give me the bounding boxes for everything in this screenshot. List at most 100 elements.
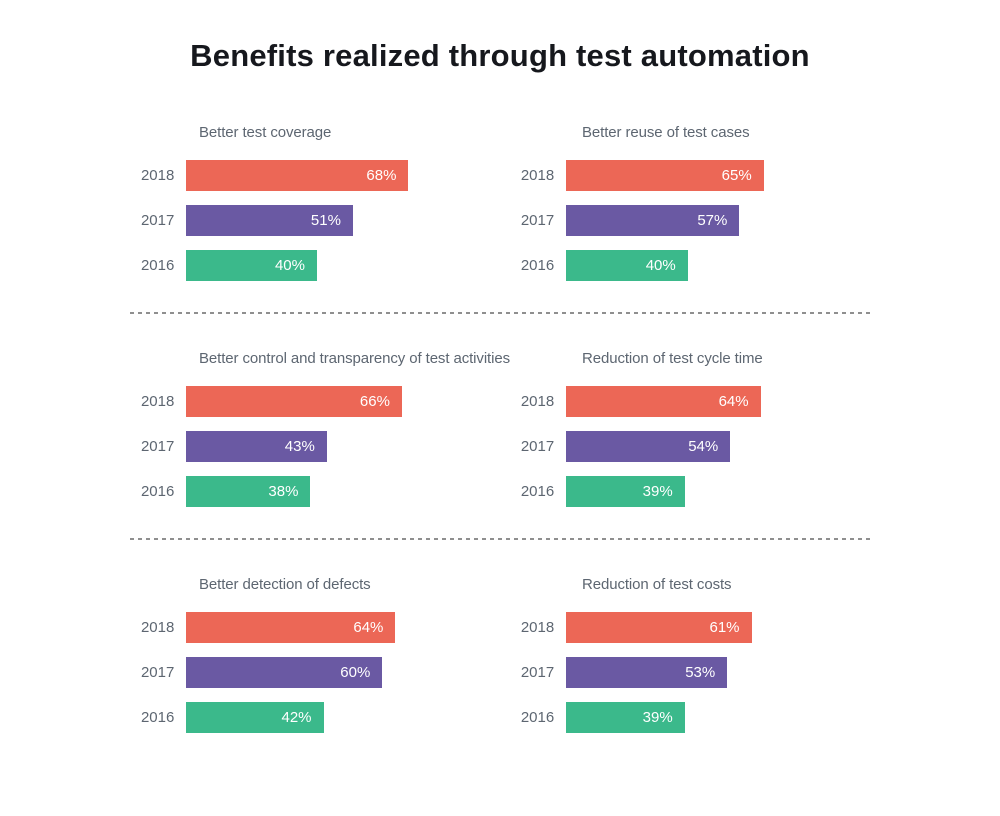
chart-reduction-of-test-costs: Reduction of test costs 2018 61% 2017 <box>513 576 870 733</box>
bar-track: 54% <box>566 431 870 462</box>
bar-track: 53% <box>566 657 870 688</box>
chart-grid: Better test coverage 2018 68% 2017 <box>0 124 1000 733</box>
bar-2016: 39% <box>566 702 685 733</box>
page: Benefits realized through test automatio… <box>0 38 1000 816</box>
chart-title: Reduction of test cycle time <box>582 350 763 367</box>
bar-group: 2018 61% 2017 53% <box>513 612 870 733</box>
bar-row: 2016 38% <box>130 476 513 507</box>
bar-row: 2017 54% <box>513 431 870 462</box>
bar-2016: 40% <box>566 250 688 281</box>
bar-2017: 43% <box>186 431 327 462</box>
bar-track: 40% <box>566 250 870 281</box>
bar-row: 2017 51% <box>130 205 513 236</box>
bar-group: 2018 68% 2017 51% <box>130 160 513 281</box>
bar-row: 2016 40% <box>513 250 870 281</box>
chart-row-3: Better detection of defects 2018 64% 201… <box>130 576 870 733</box>
year-label: 2016 <box>140 257 175 274</box>
bar-2017: 53% <box>566 657 728 688</box>
chart-title: Reduction of test costs <box>582 576 732 593</box>
bar-track: 38% <box>186 476 513 507</box>
bar-value-label: 38% <box>268 483 299 500</box>
bar-row: 2016 39% <box>513 702 870 733</box>
bar-2018: 64% <box>566 386 761 417</box>
bar-row: 2017 43% <box>130 431 513 462</box>
year-label: 2016 <box>140 483 175 500</box>
dashed-divider <box>130 538 870 540</box>
bar-row: 2016 40% <box>130 250 513 281</box>
bar-row: 2017 57% <box>513 205 870 236</box>
bar-2018: 64% <box>186 612 396 643</box>
bar-2018: 68% <box>186 160 409 191</box>
bar-2017: 60% <box>186 657 383 688</box>
bar-value-label: 40% <box>645 257 676 274</box>
bar-value-label: 53% <box>685 664 716 681</box>
bar-track: 66% <box>186 386 513 417</box>
bar-row: 2018 64% <box>513 386 870 417</box>
bar-value-label: 60% <box>340 664 371 681</box>
chart-better-detection-of-defects: Better detection of defects 2018 64% 201… <box>130 576 513 733</box>
bar-track: 64% <box>566 386 870 417</box>
bar-2016: 42% <box>186 702 324 733</box>
page-title: Benefits realized through test automatio… <box>190 38 810 73</box>
year-label: 2017 <box>140 438 175 455</box>
chart-better-test-coverage: Better test coverage 2018 68% 2017 <box>130 124 513 281</box>
bar-2016: 40% <box>186 250 317 281</box>
bar-row: 2017 60% <box>130 657 513 688</box>
year-label: 2017 <box>140 212 175 229</box>
chart-title: Better control and transparency of test … <box>199 350 510 367</box>
bar-2017: 57% <box>566 205 740 236</box>
bar-row: 2018 68% <box>130 160 513 191</box>
bar-value-label: 65% <box>721 167 752 184</box>
bar-value-label: 39% <box>642 709 673 726</box>
bar-track: 60% <box>186 657 513 688</box>
year-label: 2016 <box>520 257 555 274</box>
chart-row-2: Better control and transparency of test … <box>130 350 870 507</box>
bar-track: 39% <box>566 702 870 733</box>
year-label: 2017 <box>520 664 555 681</box>
bar-value-label: 40% <box>274 257 305 274</box>
chart-reduction-of-test-cycle-time: Reduction of test cycle time 2018 64% 20… <box>513 350 870 507</box>
bar-value-label: 68% <box>366 167 397 184</box>
bar-track: 51% <box>186 205 513 236</box>
year-label: 2016 <box>520 709 555 726</box>
bar-group: 2018 66% 2017 43% <box>130 386 513 507</box>
bar-track: 43% <box>186 431 513 462</box>
bar-2018: 66% <box>186 386 402 417</box>
bar-value-label: 64% <box>353 619 384 636</box>
bar-value-label: 64% <box>718 393 749 410</box>
bar-2016: 38% <box>186 476 311 507</box>
bar-row: 2018 65% <box>513 160 870 191</box>
bar-group: 2018 64% 2017 60% <box>130 612 513 733</box>
chart-row-1: Better test coverage 2018 68% 2017 <box>130 124 870 281</box>
bar-2016: 39% <box>566 476 685 507</box>
year-label: 2018 <box>520 393 555 410</box>
bar-track: 42% <box>186 702 513 733</box>
bar-value-label: 66% <box>359 393 390 410</box>
bar-row: 2017 53% <box>513 657 870 688</box>
chart-better-reuse-of-test-cases: Better reuse of test cases 2018 65% 2017 <box>513 124 870 281</box>
year-label: 2016 <box>520 483 555 500</box>
bar-2018: 61% <box>566 612 752 643</box>
bar-group: 2018 65% 2017 57% <box>513 160 870 281</box>
bar-track: 64% <box>186 612 513 643</box>
bar-value-label: 51% <box>310 212 341 229</box>
year-label: 2017 <box>520 212 555 229</box>
bar-row: 2018 64% <box>130 612 513 643</box>
bar-track: 39% <box>566 476 870 507</box>
year-label: 2018 <box>140 619 175 636</box>
year-label: 2018 <box>140 393 175 410</box>
bar-2018: 65% <box>566 160 764 191</box>
year-label: 2017 <box>140 664 175 681</box>
chart-title: Better test coverage <box>199 124 332 141</box>
bar-value-label: 61% <box>709 619 740 636</box>
bar-value-label: 39% <box>642 483 673 500</box>
bar-track: 61% <box>566 612 870 643</box>
bar-value-label: 43% <box>284 438 315 455</box>
bar-value-label: 57% <box>697 212 728 229</box>
chart-better-control-and-transparency: Better control and transparency of test … <box>130 350 513 507</box>
bar-group: 2018 64% 2017 54% <box>513 386 870 507</box>
bar-row: 2016 42% <box>130 702 513 733</box>
year-label: 2018 <box>140 167 175 184</box>
bar-row: 2018 61% <box>513 612 870 643</box>
bar-2017: 54% <box>566 431 731 462</box>
